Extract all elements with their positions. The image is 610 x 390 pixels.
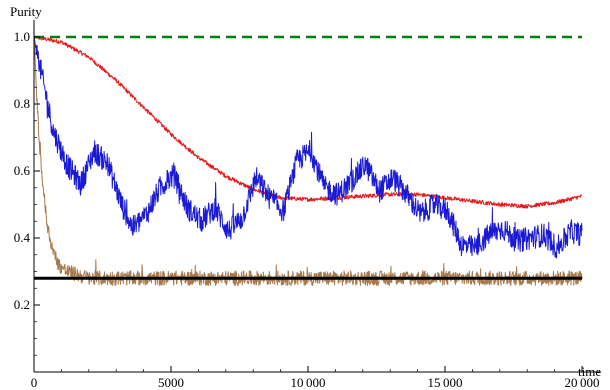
x-tick-label: 0: [31, 375, 38, 390]
y-tick-label: 0.6: [14, 163, 31, 178]
ticks-group: 0.2 0.4 0.6 0.8 1.0 0 5000 10 000 15 000 20 000: [14, 29, 600, 390]
series-line-2: [33, 36, 583, 259]
y-tick-label: 1.0: [14, 29, 30, 44]
x-axis-title: time: [578, 364, 601, 379]
axes-group: [33, 20, 600, 373]
series-group: [33, 35, 583, 287]
y-tick-label: 0.2: [14, 297, 30, 312]
x-tick-label: 5000: [158, 375, 184, 390]
y-tick-label: 0.4: [14, 230, 31, 245]
y-tick-label: 0.8: [14, 96, 30, 111]
x-tick-label: 20 000: [564, 375, 599, 390]
x-tick-label: 10 000: [290, 375, 325, 390]
x-tick-label: 15 000: [427, 375, 462, 390]
series-line-3: [33, 36, 583, 287]
y-axis-title: Purity: [10, 4, 42, 19]
series-line-1: [33, 35, 583, 209]
